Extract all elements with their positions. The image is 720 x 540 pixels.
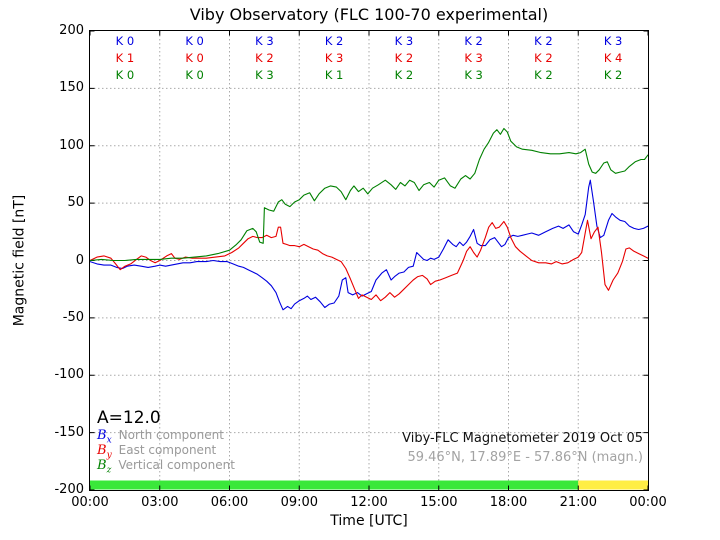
k-index-north-0: K 0 bbox=[115, 34, 135, 48]
x-tick-7: 21:00 bbox=[559, 495, 598, 510]
y-axis-label: Magnetic field [nT] bbox=[11, 194, 28, 327]
legend-symbol-Bx: Bx bbox=[97, 428, 112, 446]
station-name-date: Viby-FLC Magnetometer 2019 Oct 05 bbox=[402, 431, 643, 446]
x-tick-0: 00:00 bbox=[71, 495, 109, 510]
activity-bar-segment bbox=[90, 480, 579, 490]
k-index-north-2: K 3 bbox=[255, 34, 274, 48]
k-index-north-3: K 2 bbox=[324, 34, 344, 48]
k-index-east-6: K 2 bbox=[534, 51, 553, 65]
k-index-east-7: K 4 bbox=[603, 51, 623, 65]
legend-symbol-Bz: Bz bbox=[97, 458, 112, 476]
x-tick-1: 03:00 bbox=[141, 495, 179, 510]
x-tick-4: 12:00 bbox=[350, 495, 388, 510]
y-tick-50: 50 bbox=[67, 195, 84, 211]
legend: Bx North component By East component Bz Verti… bbox=[97, 426, 235, 476]
legend-row-x: Bx North component bbox=[97, 426, 235, 446]
k-index-vertical-2: K 3 bbox=[255, 68, 274, 82]
k-index-east-0: K 1 bbox=[115, 51, 135, 65]
k-index-north-4: K 3 bbox=[394, 34, 414, 48]
station-annotation: Viby-FLC Magnetometer 2019 Oct 05 59.46°… bbox=[402, 429, 643, 467]
legend-row-y: By East component bbox=[97, 441, 235, 461]
y-tick-150: 150 bbox=[59, 80, 84, 96]
k-index-east-2: K 2 bbox=[255, 51, 274, 65]
k-index-north-6: K 2 bbox=[534, 34, 553, 48]
y-tick-0: 0 bbox=[75, 252, 84, 268]
k-index-east-5: K 3 bbox=[464, 51, 483, 65]
k-index-vertical-6: K 2 bbox=[534, 68, 553, 82]
x-tick-2: 06:00 bbox=[210, 495, 249, 510]
y-tick--200: -200 bbox=[54, 482, 84, 497]
plot-area: K 0 K 0 K 3 K 2 K 3 K 2 K 2 K 3 K 1 K 0 K 2 K 3 K 2 K… bbox=[89, 30, 649, 491]
y-tick--150: -150 bbox=[54, 424, 84, 440]
series-line-bx bbox=[90, 179, 648, 311]
legend-label: North component bbox=[118, 428, 224, 442]
k-index-east-1: K 0 bbox=[185, 51, 204, 65]
legend-symbol-By: By bbox=[97, 443, 112, 461]
x-tick-3: 09:00 bbox=[280, 495, 319, 510]
k-index-vertical-0: K 0 bbox=[115, 68, 135, 82]
y-tick-100: 100 bbox=[59, 137, 84, 153]
k-index-north-5: K 2 bbox=[464, 34, 483, 48]
k-index-east-3: K 3 bbox=[324, 51, 344, 65]
x-tick-6: 18:00 bbox=[489, 495, 528, 510]
chart-title: Viby Observatory (FLC 100-70 experimenta… bbox=[189, 5, 549, 24]
plot-canvas bbox=[90, 31, 648, 490]
k-index-north-1: K 0 bbox=[185, 34, 204, 48]
k-index-vertical-5: K 3 bbox=[464, 68, 483, 82]
series-line-bz bbox=[90, 127, 648, 262]
legend-row-z: Bz Vertical component bbox=[97, 456, 235, 476]
k-index-vertical-7: K 2 bbox=[603, 68, 623, 82]
x-tick-8: 00:00 bbox=[629, 495, 667, 510]
x-axis-label: Time [UTC] bbox=[330, 513, 408, 529]
station-coordinates: 59.46°N, 17.89°E - 57.86°N (magn.) bbox=[407, 450, 643, 465]
k-index-north-7: K 3 bbox=[603, 34, 623, 48]
series-line-by bbox=[90, 219, 648, 302]
activity-bar-segment bbox=[578, 480, 648, 490]
legend-label: Vertical component bbox=[118, 458, 235, 472]
k-index-east-4: K 2 bbox=[394, 51, 414, 65]
x-tick-5: 15:00 bbox=[420, 495, 458, 510]
k-index-vertical-1: K 0 bbox=[185, 68, 204, 82]
k-index-vertical-3: K 1 bbox=[324, 68, 344, 82]
k-index-vertical-4: K 2 bbox=[394, 68, 414, 82]
y-tick-200: 200 bbox=[59, 23, 84, 38]
legend-label: East component bbox=[118, 443, 217, 457]
a-index-value: A=12.0 bbox=[97, 408, 161, 428]
y-tick--100: -100 bbox=[54, 367, 84, 383]
y-tick--50: -50 bbox=[62, 309, 84, 325]
